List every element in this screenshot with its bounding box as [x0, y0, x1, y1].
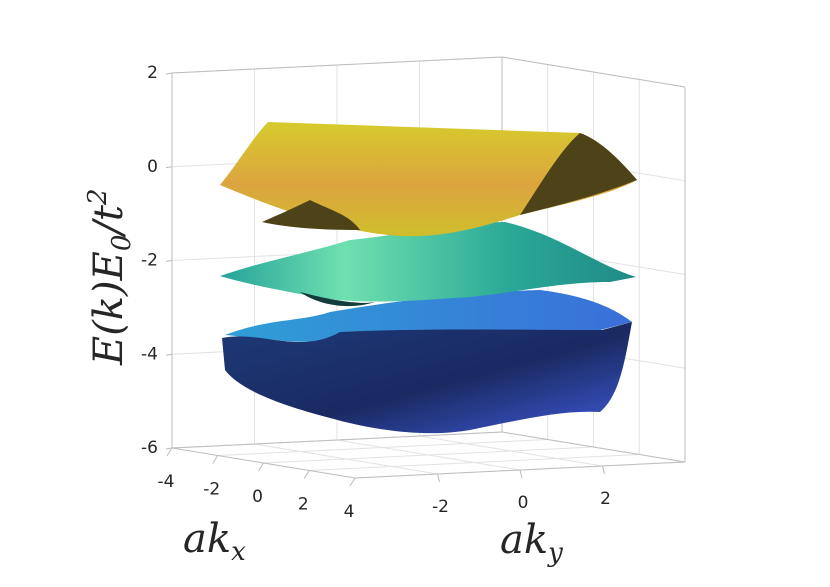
- z-label-sup: 2: [83, 188, 113, 206]
- x-tick-label: 0: [252, 487, 263, 507]
- grid-line: [254, 443, 438, 475]
- middle-band: [300, 292, 375, 307]
- x-tick-label: -4: [158, 472, 175, 492]
- y-tick-label: -2: [432, 497, 449, 517]
- y-label-base: ak: [500, 517, 548, 563]
- tick-mark: [349, 477, 356, 487]
- z-tick-label: -4: [141, 344, 158, 364]
- x-label-sub: x: [231, 537, 246, 567]
- z-label-a: E(k)E: [86, 251, 132, 366]
- y-label-sub: y: [547, 538, 563, 568]
- box-edge: [171, 431, 503, 449]
- tick-mark: [258, 462, 264, 472]
- upper-band: [520, 133, 637, 215]
- tick-mark: [602, 465, 605, 475]
- x-tick-label: -2: [203, 480, 220, 500]
- tick-mark: [437, 473, 440, 483]
- surfaces: [220, 122, 637, 434]
- z-label-sub: 0: [107, 235, 137, 252]
- tick-mark: [303, 470, 310, 479]
- grid-line: [336, 439, 521, 471]
- tick-mark: [519, 469, 523, 479]
- z-axis-label: E(k)E0/t2: [83, 188, 137, 366]
- tick-mark: [166, 447, 173, 457]
- tick-mark: [165, 353, 173, 356]
- y-tick-label: 0: [518, 493, 529, 513]
- tick-mark: [165, 260, 173, 262]
- x-tick-label: 4: [344, 502, 355, 522]
- x-label-base: ak: [183, 516, 231, 562]
- upper-band: [262, 200, 360, 230]
- box-edge: [501, 56, 686, 88]
- x-axis-label: akx: [183, 516, 246, 567]
- axes: 20-2-4-6-4 -2 0 2 4 -2 0 2: [141, 63, 611, 522]
- y-tick-label: 2: [600, 489, 611, 509]
- z-tick-label: 2: [147, 63, 158, 83]
- z-tick-label: -6: [141, 438, 158, 458]
- tick-mark: [165, 166, 173, 169]
- z-tick-label: -2: [141, 251, 158, 271]
- z-tick-label: 0: [147, 157, 158, 177]
- box-edge: [501, 431, 686, 463]
- box-edge: [171, 56, 503, 74]
- tick-mark: [165, 72, 173, 75]
- tick-mark: [165, 447, 173, 450]
- lower-band: [225, 290, 632, 342]
- tick-mark: [212, 455, 219, 464]
- x-tick-label: 2: [298, 495, 309, 515]
- z-label-b: /t: [86, 204, 132, 238]
- y-axis-label: aky: [500, 517, 563, 568]
- middle-band: [220, 222, 636, 302]
- grid-line: [419, 435, 603, 467]
- lower-band: [222, 322, 632, 434]
